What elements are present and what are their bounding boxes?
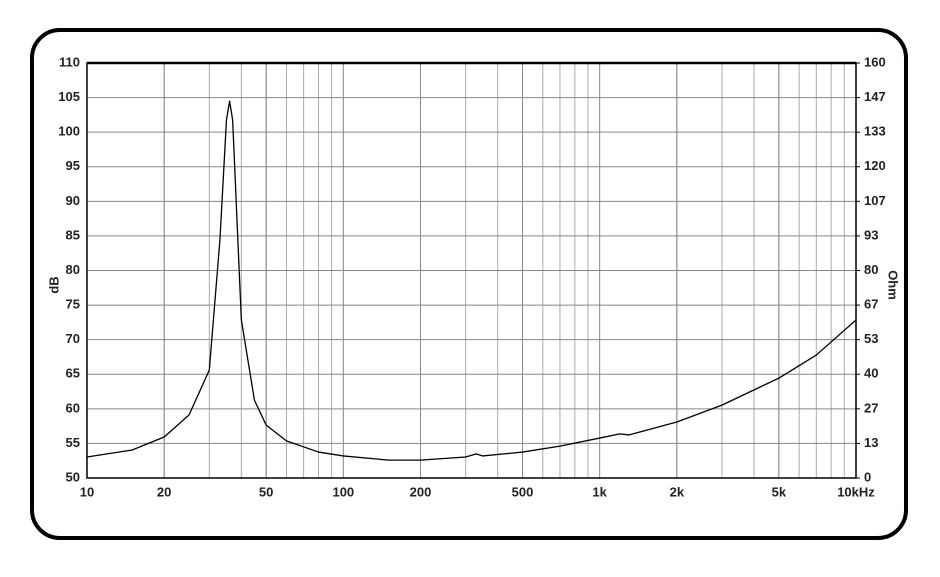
y2-tick-label: 93 xyxy=(864,227,878,242)
y-tick-label: 100 xyxy=(58,124,80,139)
y-tick-label: 75 xyxy=(66,297,80,312)
y2-tick-label: 80 xyxy=(864,262,878,277)
y-tick-label: 80 xyxy=(66,262,80,277)
y-tick-label: 60 xyxy=(66,400,80,415)
y2-tick-label: 147 xyxy=(864,89,886,104)
y-tick-label: 110 xyxy=(59,54,80,69)
y2-tick-label: 53 xyxy=(864,331,878,346)
y2-axis-label: Ohm xyxy=(886,270,901,300)
frame xyxy=(30,28,908,540)
x-tick-label: 5k xyxy=(772,484,787,499)
x-tick-label: 1k xyxy=(592,484,607,499)
y2-tick-label: 0 xyxy=(864,469,871,484)
y-tick-label: 50 xyxy=(66,469,80,484)
y2-tick-label: 13 xyxy=(864,435,878,450)
x-tick-label: 100 xyxy=(332,484,354,499)
y2-tick-label: 107 xyxy=(864,193,886,208)
y2-tick-label: 133 xyxy=(864,124,886,139)
y-tick-label: 70 xyxy=(66,331,80,346)
x-tick-label: 10kHz xyxy=(837,484,875,499)
y2-tick-label: 67 xyxy=(864,297,878,312)
y-tick-label: 95 xyxy=(66,158,80,173)
x-tick-label: 10 xyxy=(80,484,94,499)
y-tick-label: 90 xyxy=(66,193,80,208)
x-tick-label: 200 xyxy=(410,484,432,499)
y-tick-label: 65 xyxy=(66,366,80,381)
y-axis-label: dB xyxy=(46,276,61,293)
y-tick-label: 85 xyxy=(66,227,80,242)
y-tick-label: 55 xyxy=(66,435,80,450)
x-tick-label: 2k xyxy=(670,484,685,499)
y2-tick-label: 160 xyxy=(864,54,886,69)
x-tick-label: 500 xyxy=(512,484,534,499)
y2-tick-label: 27 xyxy=(864,400,878,415)
impedance-line xyxy=(86,100,857,461)
x-tick-label: 20 xyxy=(157,484,171,499)
y2-tick-label: 120 xyxy=(864,158,886,173)
y-tick-label: 105 xyxy=(58,89,80,104)
x-tick-label: 50 xyxy=(259,484,273,499)
y2-tick-label: 40 xyxy=(864,366,878,381)
